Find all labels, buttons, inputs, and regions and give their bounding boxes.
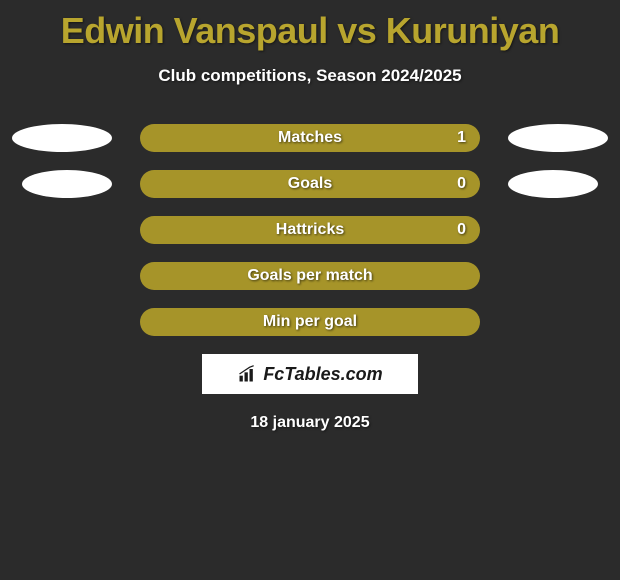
date-label: 18 january 2025 — [0, 414, 620, 432]
player-oval-left — [12, 124, 112, 152]
stat-row: Goals per match — [0, 262, 620, 290]
stat-bar-goals-per-match: Goals per match — [140, 262, 480, 290]
stat-label: Goals per match — [247, 267, 372, 285]
player-oval-right — [508, 170, 598, 198]
stat-label: Min per goal — [263, 313, 357, 331]
stat-row: Goals 0 — [0, 170, 620, 198]
chart-icon — [237, 364, 257, 384]
stats-section: Matches 1 Goals 0 Hattricks 0 Goals per … — [0, 124, 620, 336]
footer-logo-text: FcTables.com — [263, 364, 382, 385]
stat-bar-goals: Goals 0 — [140, 170, 480, 198]
stat-row: Hattricks 0 — [0, 216, 620, 244]
stat-label: Goals — [288, 175, 332, 193]
player-oval-left — [22, 170, 112, 198]
stat-bar-matches: Matches 1 — [140, 124, 480, 152]
stat-bar-min-per-goal: Min per goal — [140, 308, 480, 336]
stat-value: 0 — [457, 175, 466, 193]
footer-logo: FcTables.com — [202, 354, 418, 394]
stat-label: Hattricks — [276, 221, 344, 239]
stat-value: 0 — [457, 221, 466, 239]
stat-row: Min per goal — [0, 308, 620, 336]
page-title: Edwin Vanspaul vs Kuruniyan — [0, 0, 620, 52]
stat-row: Matches 1 — [0, 124, 620, 152]
player-oval-right — [508, 124, 608, 152]
stat-label: Matches — [278, 129, 342, 147]
stat-bar-hattricks: Hattricks 0 — [140, 216, 480, 244]
page-subtitle: Club competitions, Season 2024/2025 — [0, 66, 620, 86]
stat-value: 1 — [457, 129, 466, 147]
footer-logo-content: FcTables.com — [237, 364, 382, 385]
